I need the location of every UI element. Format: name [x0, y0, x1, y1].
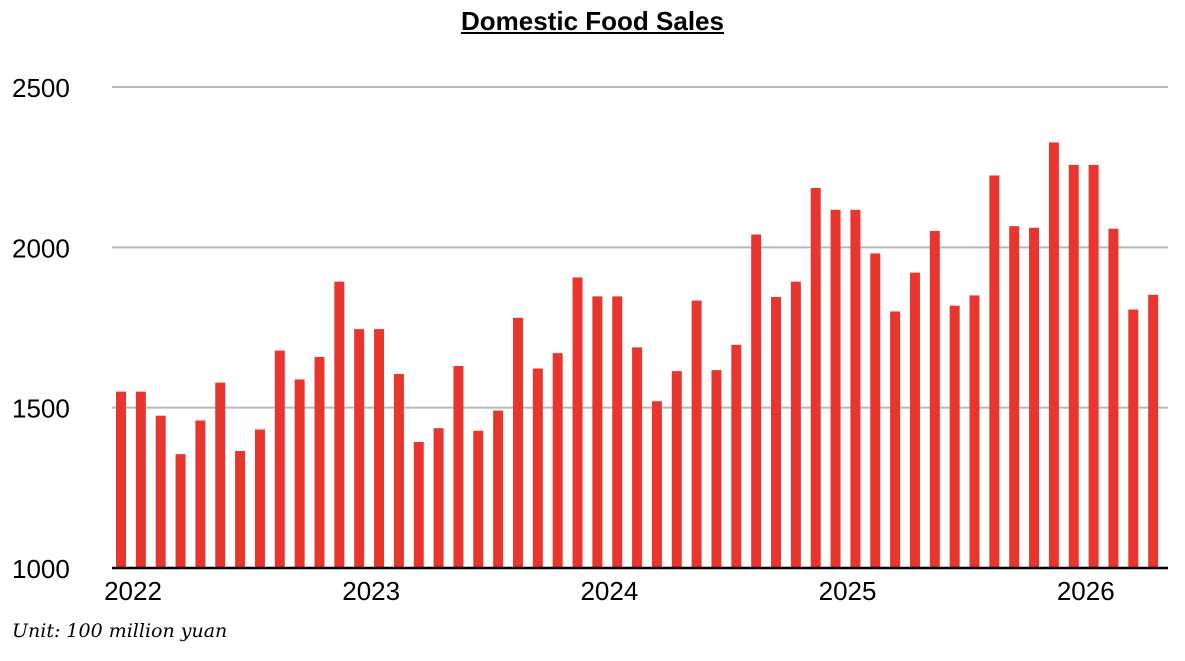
bar-2025-11 [1029, 227, 1040, 569]
bar-2024-12 [810, 188, 821, 568]
bar-2023-11 [552, 353, 563, 568]
bar-2025-05 [909, 272, 920, 568]
bar-2024-10 [771, 297, 782, 568]
chart-title: Domestic Food Sales [461, 6, 724, 36]
bar-2024-04 [651, 401, 662, 568]
bar-2023-08 [493, 410, 504, 568]
bar-2023-09 [512, 317, 523, 568]
bar-2023-02 [374, 329, 385, 568]
bar-2023-04 [413, 441, 424, 568]
bar-2022-08 [254, 429, 265, 568]
bar-2023-05 [433, 428, 444, 568]
y-tick-label: 1000 [12, 554, 70, 584]
y-tick-label: 2500 [12, 73, 70, 103]
bar-2022-01 [116, 391, 126, 568]
bar-2024-05 [671, 371, 682, 568]
bar-2025-07 [949, 305, 960, 568]
bar-2022-07 [235, 450, 246, 568]
bar-2026-02 [1088, 164, 1099, 568]
bar-2024-01 [592, 296, 603, 568]
bar-2023-03 [393, 373, 404, 568]
x-tick-label: 2022 [104, 576, 162, 606]
bar-2024-07 [711, 370, 722, 568]
x-tick-label: 2025 [819, 576, 877, 606]
bar-2022-09 [274, 350, 285, 568]
bar-2025-04 [890, 311, 901, 568]
bar-2022-04 [175, 454, 186, 568]
x-tick-label: 2024 [580, 576, 638, 606]
bar-2023-07 [473, 430, 484, 568]
x-tick-label: 2026 [1057, 576, 1115, 606]
bar-2022-03 [155, 415, 166, 568]
bar-2025-06 [929, 230, 940, 568]
y-tick-label: 2000 [12, 233, 70, 263]
bar-2024-06 [691, 300, 702, 568]
bar-2023-01 [354, 329, 365, 568]
bar-2026-03 [1108, 228, 1119, 568]
bar-2022-10 [294, 379, 305, 568]
bar-2025-03 [870, 253, 881, 568]
bar-2024-02 [612, 296, 623, 568]
bar-2025-01 [830, 209, 841, 568]
bar-2023-12 [572, 277, 583, 568]
bar-2022-06 [215, 382, 226, 568]
x-tick-label: 2023 [342, 576, 400, 606]
unit-note: Unit: 100 million yuan [12, 620, 228, 642]
bar-2023-06 [453, 365, 464, 568]
bar-2024-09 [751, 234, 762, 569]
bar-2025-10 [1009, 226, 1020, 569]
bar-2022-05 [195, 420, 206, 568]
bar-2025-08 [969, 295, 980, 568]
bar-2025-09 [989, 175, 1000, 568]
bar-2022-02 [135, 391, 146, 568]
bar-2026-01 [1068, 164, 1079, 568]
bar-2024-11 [790, 281, 801, 568]
bar-2024-03 [632, 347, 643, 568]
bar-2022-11 [314, 357, 325, 568]
bar-2022-12 [334, 281, 345, 568]
bar-2023-10 [532, 368, 543, 568]
bar-2024-08 [731, 344, 742, 568]
y-tick-label: 1500 [12, 394, 70, 424]
bar-2025-02 [850, 209, 861, 568]
bar-2025-12 [1048, 142, 1059, 568]
bar-2026-04 [1128, 309, 1139, 568]
bar-2026-05 [1148, 294, 1159, 568]
